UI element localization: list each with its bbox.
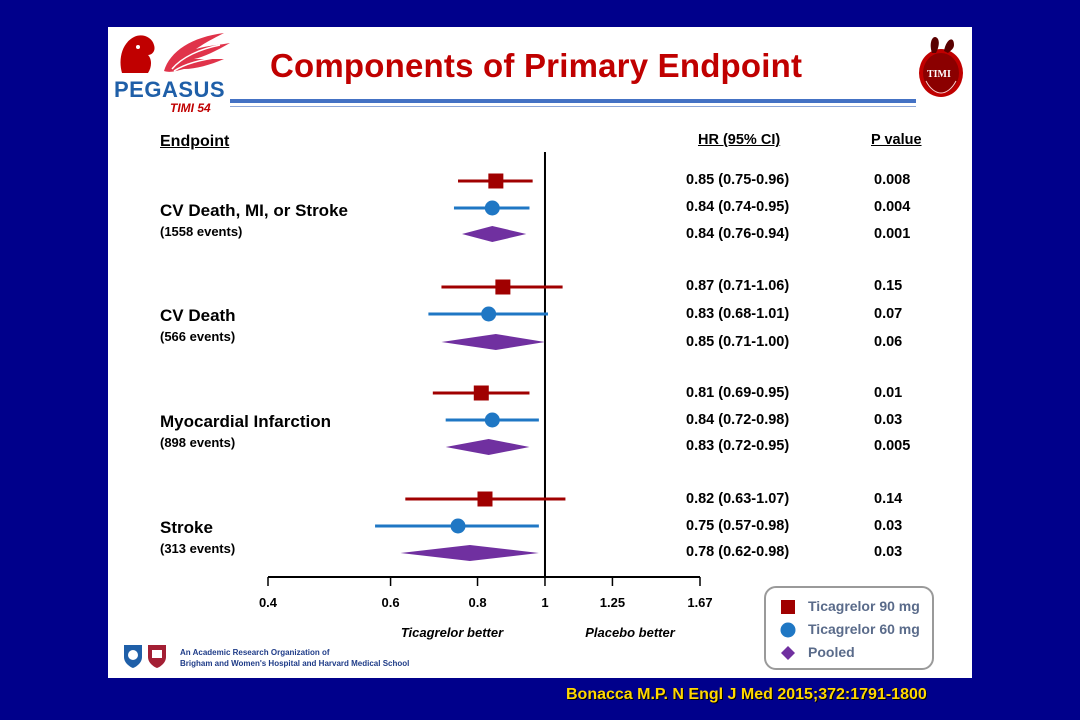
p-value: 0.03 <box>874 518 903 534</box>
timi-logo-text: TIMI <box>927 69 951 80</box>
p-value: 0.001 <box>874 226 911 242</box>
endpoint-column-header: Endpoint <box>160 133 230 150</box>
x-tick-label: 1.25 <box>600 595 625 610</box>
pooled-diamond <box>445 439 530 455</box>
pooled-diamond <box>441 334 545 350</box>
p-value: 0.005 <box>874 438 911 454</box>
p-value: 0.03 <box>874 412 903 428</box>
x-tick-label: 0.6 <box>382 595 400 610</box>
pooled-diamond <box>400 545 539 561</box>
hr-value: 0.82 (0.63-1.07) <box>686 491 790 507</box>
p-value: 0.06 <box>874 334 903 350</box>
hr-circle-marker <box>484 200 500 216</box>
forest-plot: 0.4 0.6 0.8 1 1.25 1.67 Ticagrelor better Place… <box>259 152 713 640</box>
pegasus-horse-logo <box>120 33 230 73</box>
pegasus-logo-text: PEGASUS <box>114 77 226 102</box>
pegasus-logo-subtext: TIMI 54 <box>170 101 211 115</box>
legend-item: Ticagrelor 60 mg <box>780 619 930 641</box>
hr-circle-marker <box>481 306 497 322</box>
endpoint-name: Myocardial Infarction <box>160 412 331 431</box>
p-value: 0.008 <box>874 172 911 188</box>
hr-value: 0.85 (0.75-0.96) <box>686 172 790 188</box>
legend-label: Ticagrelor 90 mg <box>808 598 920 614</box>
x-annotation-right: Placebo better <box>585 625 676 640</box>
p-value-column-header: P value <box>871 132 922 148</box>
diamond-marker-icon <box>781 646 795 660</box>
hr-square-marker <box>495 279 511 295</box>
p-value: 0.07 <box>874 306 903 322</box>
legend-item: Ticagrelor 90 mg <box>780 596 930 618</box>
hr-square-marker <box>477 491 493 507</box>
hr-value: 0.83 (0.72-0.95) <box>686 438 790 454</box>
slide: PEGASUS TIMI 54 Components of Primary En… <box>108 27 972 678</box>
p-value: 0.14 <box>874 491 903 507</box>
endpoint-name: Stroke <box>160 518 213 537</box>
legend-label: Ticagrelor 60 mg <box>808 621 920 637</box>
endpoint-events: (566 events) <box>160 329 236 344</box>
p-value: 0.004 <box>874 199 911 215</box>
square-marker-icon <box>781 600 795 614</box>
p-value: 0.01 <box>874 385 903 401</box>
hr-value: 0.84 (0.74-0.95) <box>686 199 790 215</box>
hr-square-marker <box>488 173 504 189</box>
hr-circle-marker <box>484 412 500 428</box>
endpoint-events: (313 events) <box>160 541 236 556</box>
university-shields-icon <box>124 645 166 668</box>
title-rule <box>230 99 916 103</box>
hr-value: 0.83 (0.68-1.01) <box>686 306 790 322</box>
x-tick-label: 0.8 <box>468 595 486 610</box>
timi-seal-logo <box>919 36 963 97</box>
p-value: 0.03 <box>874 544 903 560</box>
x-tick-label: 1 <box>541 595 548 610</box>
pooled-diamond <box>462 226 527 242</box>
hr-value: 0.85 (0.71-1.00) <box>686 334 790 350</box>
endpoint-events: (1558 events) <box>160 224 243 239</box>
x-tick-label: 1.67 <box>687 595 712 610</box>
endpoint-name: CV Death, MI, or Stroke <box>160 201 348 220</box>
hr-value: 0.84 (0.72-0.98) <box>686 412 790 428</box>
p-value: 0.15 <box>874 278 903 294</box>
legend: Ticagrelor 90 mg Ticagrelor 60 mg Pooled <box>764 586 934 670</box>
x-annotation-left: Ticagrelor better <box>401 625 504 640</box>
legend-label: Pooled <box>808 644 855 660</box>
endpoint-events: (898 events) <box>160 435 236 450</box>
footer-text: An Academic Research Organization of Bri… <box>180 648 410 668</box>
legend-item: Pooled <box>780 642 930 664</box>
hr-square-marker <box>473 385 489 401</box>
hr-value: 0.87 (0.71-1.06) <box>686 278 790 294</box>
page-title: Components of Primary Endpoint <box>270 47 803 84</box>
title-rule-thin <box>230 106 916 107</box>
x-tick-label: 0.4 <box>259 595 278 610</box>
hr-value: 0.84 (0.76-0.94) <box>686 226 790 242</box>
hr-value: 0.75 (0.57-0.98) <box>686 518 790 534</box>
hr-column-header: HR (95% CI) <box>698 132 781 148</box>
endpoint-name: CV Death <box>160 306 236 325</box>
hr-value: 0.78 (0.62-0.98) <box>686 544 790 560</box>
citation: Bonacca M.P. N Engl J Med 2015;372:1791-… <box>566 686 927 703</box>
circle-marker-icon <box>780 622 796 638</box>
hr-circle-marker <box>450 518 466 534</box>
hr-value: 0.81 (0.69-0.95) <box>686 385 790 401</box>
